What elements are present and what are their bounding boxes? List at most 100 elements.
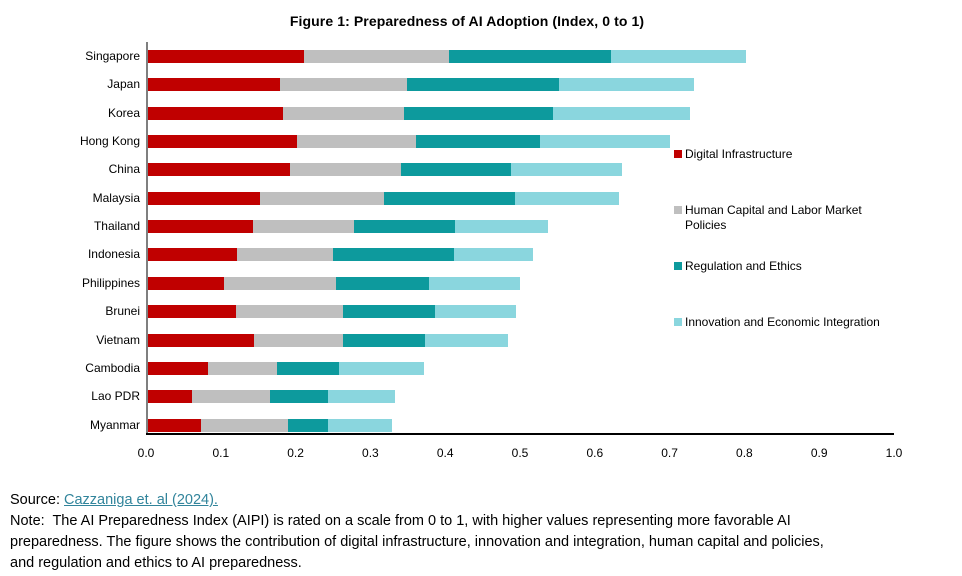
bar-lao-pdr xyxy=(148,390,395,404)
x-tick-0.0: 0.0 xyxy=(137,446,155,460)
bar-segment-innovation-and-economic-integration xyxy=(511,163,623,177)
bar-segment-digital-infrastructure xyxy=(148,50,304,63)
bar-myanmar xyxy=(148,418,392,432)
bar-segment-digital-infrastructure xyxy=(148,418,202,432)
bar-segment-regulation-and-ethics xyxy=(404,106,553,120)
legend-swatch-human-capital-and-labor-market-policies xyxy=(674,206,682,214)
source-label: Source: xyxy=(10,492,64,508)
category-label-vietnam: Vietnam xyxy=(96,332,140,347)
category-label-japan: Japan xyxy=(107,77,140,92)
x-tick-0.2: 0.2 xyxy=(287,446,304,460)
footer-notes: Source: Cazzaniga et. al (2024). Note: T… xyxy=(10,490,958,574)
note-line-2: preparedness. The figure shows the contr… xyxy=(10,534,824,550)
bar-segment-digital-infrastructure xyxy=(148,361,208,375)
x-tick-0.7: 0.7 xyxy=(661,446,678,460)
note-line-1: Note: The AI Preparedness Index (AIPI) i… xyxy=(10,513,791,529)
category-label-brunei: Brunei xyxy=(105,304,140,319)
bar-singapore xyxy=(148,50,747,63)
x-tick-0.3: 0.3 xyxy=(362,446,379,460)
bar-segment-innovation-and-economic-integration xyxy=(610,50,747,63)
bar-hong-kong xyxy=(148,135,671,149)
bar-segment-regulation-and-ethics xyxy=(448,50,611,63)
bar-segment-human-capital-and-labor-market-policies xyxy=(254,333,344,347)
bar-segment-digital-infrastructure xyxy=(148,106,283,120)
bar-segment-innovation-and-economic-integration xyxy=(455,220,549,234)
bar-brunei xyxy=(148,305,517,319)
bar-segment-human-capital-and-labor-market-policies xyxy=(207,361,278,375)
category-label-cambodia: Cambodia xyxy=(85,360,140,375)
bar-segment-digital-infrastructure xyxy=(148,276,225,290)
category-label-indonesia: Indonesia xyxy=(87,247,140,262)
bar-segment-innovation-and-economic-integration xyxy=(425,333,508,347)
category-label-philippines: Philippines xyxy=(81,275,140,290)
bar-segment-digital-infrastructure xyxy=(148,333,255,347)
bar-segment-innovation-and-economic-integration xyxy=(552,106,691,120)
x-tick-1.0: 1.0 xyxy=(885,446,903,460)
legend-label-innovation-and-economic-integration: Innovation and Economic Integration xyxy=(685,315,880,329)
bar-segment-regulation-and-ethics xyxy=(343,333,426,347)
legend-swatch-regulation-and-ethics xyxy=(674,262,682,270)
bar-segment-human-capital-and-labor-market-policies xyxy=(201,418,288,432)
bar-philippines xyxy=(148,276,520,290)
bar-segment-human-capital-and-labor-market-policies xyxy=(237,248,333,262)
bar-segment-digital-infrastructure xyxy=(148,191,260,205)
bar-segment-innovation-and-economic-integration xyxy=(539,135,671,149)
bar-segment-regulation-and-ethics xyxy=(406,78,559,92)
bar-china xyxy=(148,163,623,177)
bar-segment-human-capital-and-labor-market-policies xyxy=(296,135,416,149)
category-label-hong-kong: Hong Kong xyxy=(79,134,140,149)
category-label-korea: Korea xyxy=(107,105,140,120)
bar-segment-regulation-and-ethics xyxy=(343,305,436,319)
bar-segment-regulation-and-ethics xyxy=(415,135,540,149)
bar-segment-innovation-and-economic-integration xyxy=(435,305,517,319)
bar-segment-innovation-and-economic-integration xyxy=(328,418,392,432)
x-tick-0.9: 0.9 xyxy=(810,446,828,460)
category-label-singapore: Singapore xyxy=(85,49,140,63)
x-tick-0.1: 0.1 xyxy=(212,446,230,460)
bar-segment-digital-infrastructure xyxy=(148,220,253,234)
bar-segment-regulation-and-ethics xyxy=(269,390,329,404)
bar-segment-human-capital-and-labor-market-policies xyxy=(290,163,401,177)
x-axis-line xyxy=(146,433,894,435)
x-tick-0.6: 0.6 xyxy=(586,446,604,460)
bar-segment-innovation-and-economic-integration xyxy=(339,361,424,375)
x-tick-0.8: 0.8 xyxy=(736,446,753,460)
x-tick-0.4: 0.4 xyxy=(436,446,454,460)
bar-segment-human-capital-and-labor-market-policies xyxy=(252,220,355,234)
category-label-china: China xyxy=(108,162,140,177)
bar-indonesia xyxy=(148,248,534,262)
category-label-myanmar: Myanmar xyxy=(89,417,140,432)
bar-segment-innovation-and-economic-integration xyxy=(328,390,395,404)
bar-segment-human-capital-and-labor-market-policies xyxy=(224,276,337,290)
legend-item-digital-infrastructure: Digital Infrastructure xyxy=(674,147,890,162)
source-citation-link[interactable]: Cazzaniga et. al (2024). xyxy=(64,492,218,508)
legend-swatch-digital-infrastructure xyxy=(674,150,682,158)
category-label-lao-pdr: Lao PDR xyxy=(91,389,140,404)
bar-segment-regulation-and-ethics xyxy=(336,276,430,290)
bar-segment-regulation-and-ethics xyxy=(354,220,456,234)
legend-label-human-capital-and-labor-market-policies: Human Capital and Labor Market Policies xyxy=(685,203,862,232)
bar-segment-human-capital-and-labor-market-policies xyxy=(236,305,344,319)
y-axis-line xyxy=(146,42,148,433)
bar-segment-digital-infrastructure xyxy=(148,135,297,149)
bar-korea xyxy=(148,106,691,120)
bar-segment-human-capital-and-labor-market-policies xyxy=(192,390,270,404)
source-line: Source: Cazzaniga et. al (2024). xyxy=(10,490,958,511)
bar-segment-innovation-and-economic-integration xyxy=(429,276,520,290)
bar-thailand xyxy=(148,220,549,234)
bar-segment-regulation-and-ethics xyxy=(384,191,515,205)
legend-label-regulation-and-ethics: Regulation and Ethics xyxy=(685,259,802,273)
note-line-3: and regulation and ethics to AI prepared… xyxy=(10,555,302,571)
category-label-thailand: Thailand xyxy=(93,219,140,234)
bar-segment-human-capital-and-labor-market-policies xyxy=(282,106,405,120)
bar-segment-regulation-and-ethics xyxy=(277,361,340,375)
bar-segment-human-capital-and-labor-market-policies xyxy=(259,191,385,205)
bar-malaysia xyxy=(148,191,620,205)
bar-segment-regulation-and-ethics xyxy=(332,248,454,262)
chart-title: Figure 1: Preparedness of AI Adoption (I… xyxy=(289,13,645,29)
bar-segment-regulation-and-ethics xyxy=(287,418,329,432)
bar-vietnam xyxy=(148,333,508,347)
bar-segment-innovation-and-economic-integration xyxy=(558,78,694,92)
bar-segment-digital-infrastructure xyxy=(148,390,193,404)
bar-segment-digital-infrastructure xyxy=(148,78,281,92)
